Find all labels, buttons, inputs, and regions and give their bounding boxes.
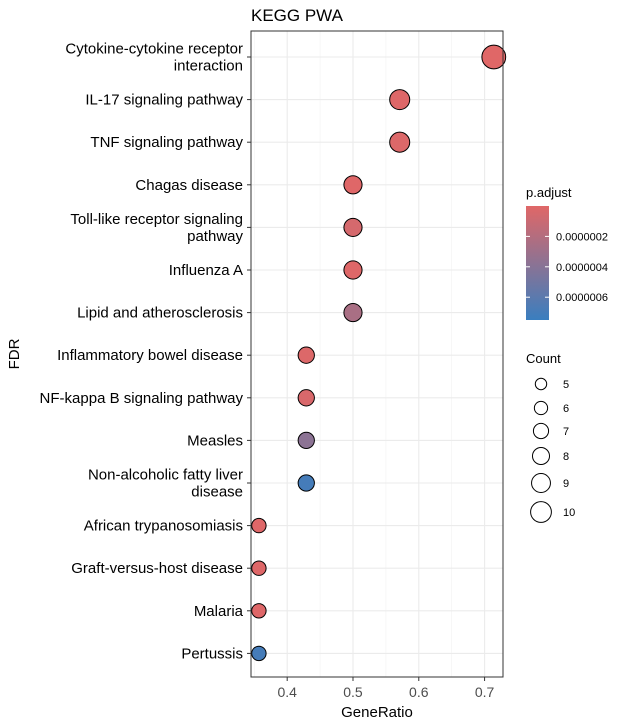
data-point (389, 131, 411, 153)
data-point (389, 89, 411, 111)
color-legend-bar (526, 206, 549, 320)
plot-border (250, 30, 504, 678)
size-legend-label: 9 (563, 478, 569, 490)
data-point (297, 431, 315, 450)
y-tick-label: NF-kappa B signaling pathway (40, 390, 244, 407)
y-tick-label: Malaria (194, 603, 244, 620)
data-points (251, 44, 507, 662)
chart-title: KEGG PWA (251, 6, 344, 25)
color-legend: p.adjust 0.0000002 0.0000004 0.0000006 (526, 185, 608, 320)
size-legend-key (530, 501, 552, 523)
data-point (343, 217, 363, 237)
y-tick-label: Chagas disease (135, 177, 243, 194)
y-tick-label: Measles (187, 432, 243, 449)
x-tick-label: 0.5 (343, 684, 363, 700)
data-point (297, 346, 315, 364)
data-point (481, 44, 507, 70)
color-legend-title: p.adjust (526, 185, 572, 200)
size-legend: Count 5 6 7 8 9 10 (526, 351, 575, 523)
data-point (251, 603, 267, 619)
color-legend-label: 0.0000002 (556, 231, 608, 243)
y-tick-label: Influenza A (169, 262, 243, 279)
y-tick-label: IL-17 signaling pathway (85, 92, 243, 109)
size-legend-key (532, 422, 550, 440)
data-point (343, 303, 363, 323)
data-point (251, 560, 267, 576)
data-point (251, 517, 267, 534)
y-tick-label: Lipid and atherosclerosis (77, 305, 243, 322)
x-axis: 0.4 0.5 0.6 0.7 (277, 677, 495, 700)
x-tick-label: 0.4 (277, 684, 297, 700)
y-tick-label: Inflammatory bowel disease (57, 347, 243, 364)
size-legend-key (531, 473, 551, 493)
y-tick-label: Non-alcoholic fatty liver disease (88, 467, 243, 501)
data-point (297, 474, 315, 492)
y-tick-label: Graft-versus-host disease (71, 560, 243, 577)
x-tick-label: 0.6 (409, 684, 429, 700)
size-legend-key (534, 377, 548, 391)
size-legend-title: Count (526, 351, 561, 366)
data-point (343, 260, 363, 280)
size-legend-label: 5 (563, 379, 569, 391)
size-legend-label: 8 (563, 451, 569, 463)
size-legend-label: 7 (563, 426, 569, 438)
y-tick-label: TNF signaling pathway (90, 134, 243, 151)
color-legend-label: 0.0000004 (556, 262, 608, 274)
y-tick-label: Toll-like receptor signaling pathway (70, 211, 243, 245)
y-tick-label: Pertussis (181, 645, 243, 662)
size-legend-label: 10 (563, 507, 575, 519)
color-legend-label: 0.0000006 (556, 292, 608, 304)
y-axis-title: FDR (6, 338, 23, 369)
grid-lines (251, 31, 503, 677)
data-point (343, 175, 363, 195)
data-point (297, 389, 315, 407)
y-axis: Cytokine-cytokine receptor interaction IL-… (40, 41, 251, 662)
data-point (251, 645, 267, 662)
size-legend-label: 6 (563, 403, 569, 415)
x-tick-label: 0.7 (475, 684, 495, 700)
size-legend-key (531, 446, 551, 466)
size-legend-key (533, 400, 549, 416)
x-axis-title: GeneRatio (341, 704, 413, 721)
y-tick-label: Cytokine-cytokine receptor interaction (65, 41, 243, 75)
plot-panel (251, 31, 503, 677)
y-tick-label: African trypanosomiasis (84, 518, 243, 535)
